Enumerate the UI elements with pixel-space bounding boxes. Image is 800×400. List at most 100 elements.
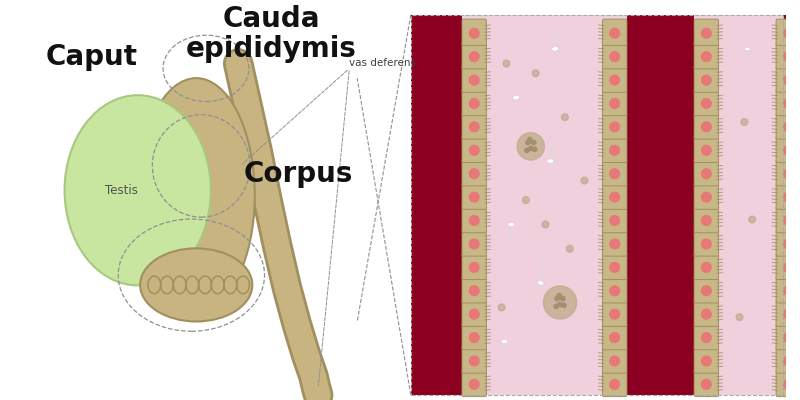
Circle shape [470,333,479,342]
Circle shape [529,146,533,150]
Circle shape [610,356,619,366]
Circle shape [610,216,619,226]
Ellipse shape [537,281,544,285]
FancyBboxPatch shape [694,230,718,256]
Circle shape [562,303,566,308]
FancyBboxPatch shape [694,66,718,92]
Circle shape [783,75,793,85]
Circle shape [554,304,558,308]
Ellipse shape [65,95,211,285]
Circle shape [610,262,619,272]
Text: Cauda
epididymis: Cauda epididymis [186,5,357,63]
FancyBboxPatch shape [694,113,718,139]
Circle shape [702,286,711,296]
FancyBboxPatch shape [776,19,800,46]
Circle shape [610,28,619,38]
FancyBboxPatch shape [776,42,800,69]
FancyBboxPatch shape [776,277,800,303]
FancyBboxPatch shape [462,42,486,69]
Text: Blood-epididymal barrier: Blood-epididymal barrier [787,144,797,265]
Circle shape [783,356,793,366]
FancyBboxPatch shape [776,183,800,209]
FancyBboxPatch shape [462,113,486,139]
FancyBboxPatch shape [776,89,800,116]
Ellipse shape [140,248,252,322]
Circle shape [610,286,619,296]
Circle shape [543,286,577,319]
FancyBboxPatch shape [462,370,486,396]
Circle shape [470,169,479,178]
FancyBboxPatch shape [602,277,627,303]
FancyBboxPatch shape [602,66,627,92]
Ellipse shape [745,47,750,51]
Ellipse shape [501,339,508,344]
FancyBboxPatch shape [694,324,718,350]
FancyBboxPatch shape [602,19,627,46]
Circle shape [522,197,530,204]
Circle shape [526,140,530,145]
Circle shape [528,138,532,142]
Circle shape [702,52,711,62]
FancyBboxPatch shape [462,136,486,162]
Circle shape [470,146,479,155]
Circle shape [702,333,711,342]
FancyBboxPatch shape [694,370,718,396]
FancyBboxPatch shape [776,113,800,139]
FancyBboxPatch shape [462,324,486,350]
Circle shape [702,239,711,249]
FancyBboxPatch shape [602,113,627,139]
FancyBboxPatch shape [462,230,486,256]
FancyBboxPatch shape [462,183,486,209]
Circle shape [470,380,479,389]
Circle shape [555,296,559,301]
Ellipse shape [546,159,554,163]
Circle shape [702,216,711,226]
Circle shape [610,99,619,108]
FancyBboxPatch shape [602,136,627,162]
Circle shape [610,169,619,178]
Circle shape [783,380,793,389]
FancyBboxPatch shape [694,277,718,303]
FancyBboxPatch shape [694,183,718,209]
Circle shape [610,122,619,132]
FancyBboxPatch shape [694,300,718,326]
Circle shape [581,177,588,184]
Bar [411,15,783,395]
FancyBboxPatch shape [462,206,486,233]
FancyBboxPatch shape [694,136,718,162]
FancyBboxPatch shape [602,42,627,69]
Bar [411,15,783,395]
Circle shape [702,192,711,202]
Circle shape [610,333,619,342]
FancyBboxPatch shape [462,277,486,303]
FancyBboxPatch shape [776,230,800,256]
Circle shape [470,75,479,85]
FancyBboxPatch shape [462,160,486,186]
FancyBboxPatch shape [776,253,800,280]
FancyBboxPatch shape [462,253,486,280]
FancyBboxPatch shape [462,89,486,116]
Circle shape [610,309,619,319]
FancyBboxPatch shape [602,206,627,233]
FancyBboxPatch shape [602,347,627,373]
Circle shape [783,122,793,132]
FancyBboxPatch shape [694,19,718,46]
FancyBboxPatch shape [694,160,718,186]
Circle shape [736,314,743,320]
Bar [411,15,462,395]
Text: Caput: Caput [46,43,138,71]
FancyBboxPatch shape [694,347,718,373]
Circle shape [702,356,711,366]
FancyBboxPatch shape [462,66,486,92]
Circle shape [533,147,537,152]
Circle shape [557,294,562,298]
Circle shape [470,239,479,249]
Circle shape [783,192,793,202]
FancyBboxPatch shape [462,347,486,373]
Circle shape [741,119,748,126]
Circle shape [749,216,756,223]
FancyBboxPatch shape [776,136,800,162]
FancyBboxPatch shape [602,253,627,280]
Circle shape [470,28,479,38]
FancyBboxPatch shape [602,183,627,209]
